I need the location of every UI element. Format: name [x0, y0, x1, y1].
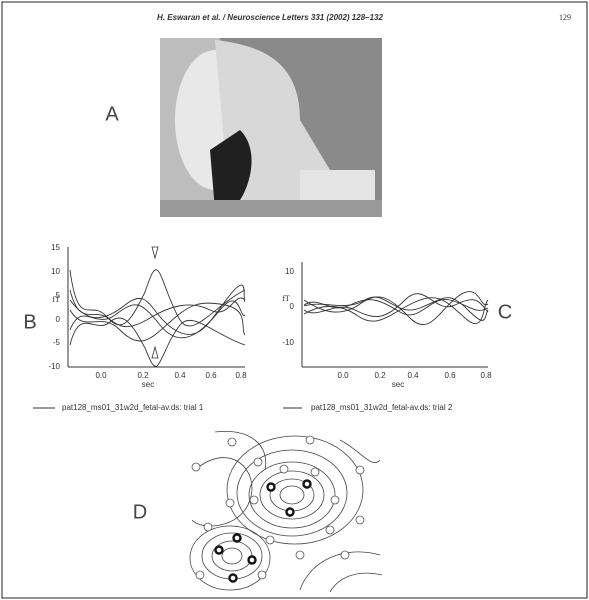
photo — [160, 38, 382, 217]
x-tick-label: 0.4 — [174, 371, 186, 380]
legend-label: pat128_ms01_31w2d_fetal-av.ds: trial 2 — [311, 403, 453, 412]
x-tick-label: 0.8 — [235, 371, 247, 380]
y-unit: fT — [282, 294, 290, 303]
x-tick-label: 0.2 — [374, 371, 386, 380]
x-tick-label: 0.4 — [407, 371, 419, 380]
x-axis-label: sec — [392, 380, 404, 389]
page-number: 129 — [559, 13, 571, 22]
running-title: H. Eswaran et al. / Neuroscience Letters… — [157, 13, 383, 22]
legend-label: pat128_ms01_31w2d_fetal-av.ds: trial 1 — [62, 403, 204, 412]
page: H. Eswaran et al. / Neuroscience Letters… — [0, 0, 589, 600]
x-tick-label: 0.6 — [205, 371, 217, 380]
panel-label: A — [105, 103, 119, 125]
y-tick-label: 0 — [56, 315, 61, 324]
y-tick-label: -5 — [53, 338, 61, 347]
x-tick-label: 0.6 — [444, 371, 456, 380]
y-tick-label: -10 — [282, 338, 294, 347]
x-tick-label: 0.2 — [137, 371, 149, 380]
panel-label: B — [23, 311, 36, 333]
y-unit: fT — [52, 295, 60, 304]
x-tick-label: 0.0 — [95, 371, 107, 380]
x-axis-label: sec — [142, 380, 154, 389]
y-tick-label: 10 — [51, 267, 60, 276]
panel-label: D — [133, 501, 147, 523]
y-tick-label: 15 — [51, 243, 60, 252]
y-tick-label: -10 — [48, 362, 60, 371]
x-tick-label: 0.8 — [480, 371, 492, 380]
x-tick-label: 0.0 — [337, 371, 349, 380]
panel-label: C — [498, 301, 512, 323]
y-tick-label: 10 — [285, 267, 294, 276]
y-tick-label: 0 — [290, 302, 295, 311]
